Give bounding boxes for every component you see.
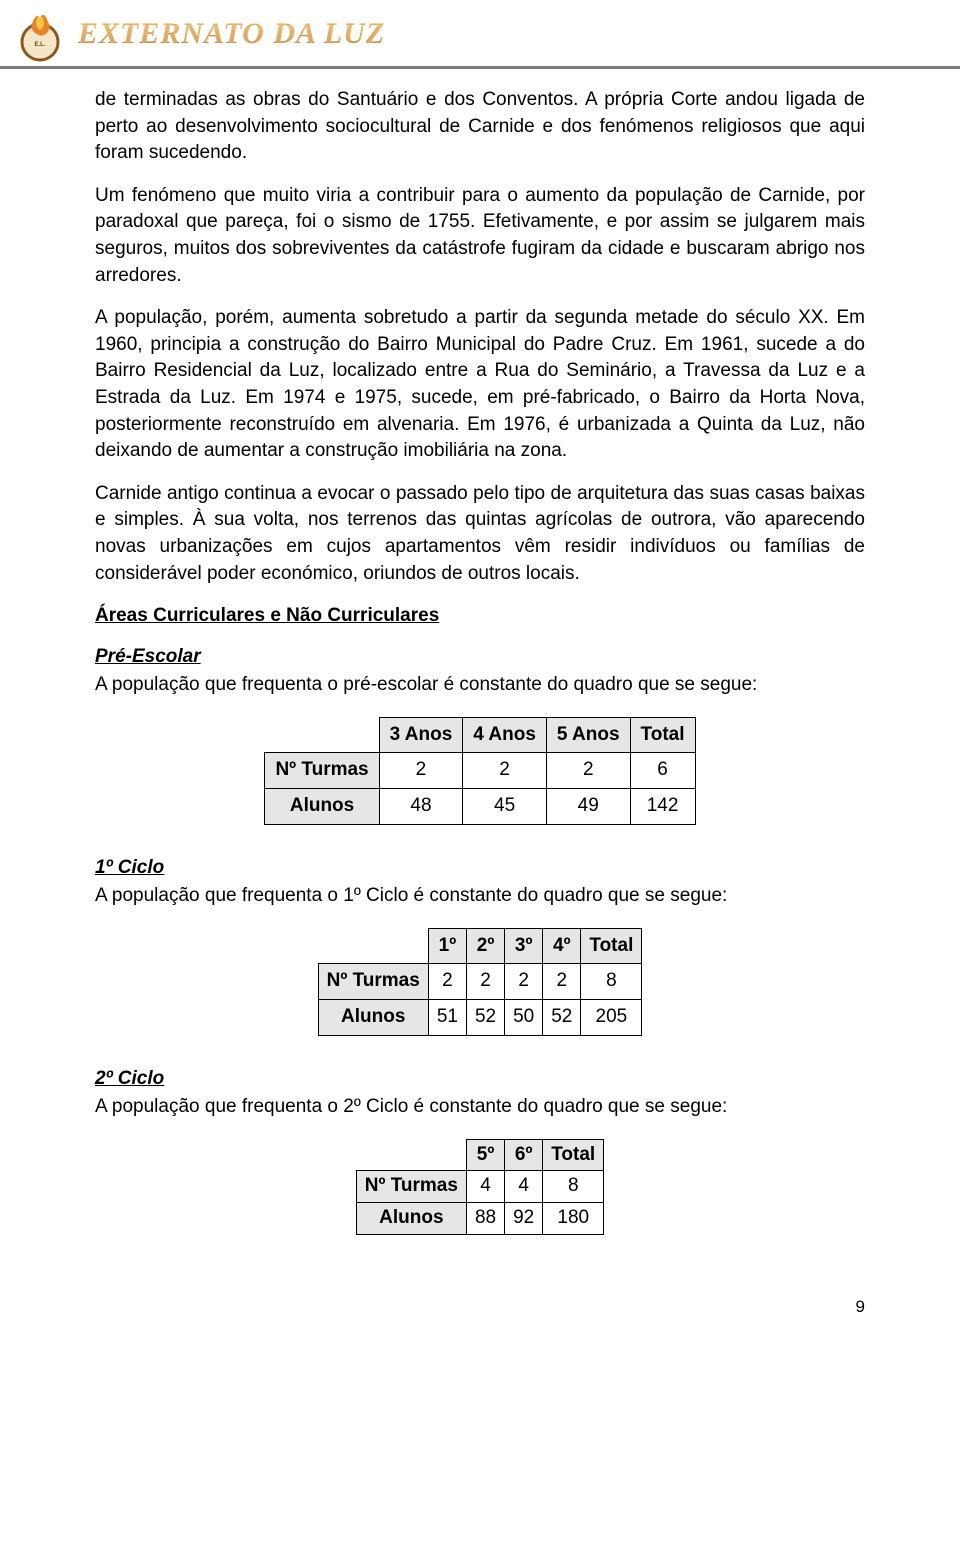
cell: 52 <box>466 1000 504 1036</box>
pre-escolar-intro: A população que frequenta o pré-escolar … <box>95 672 865 699</box>
ciclo1-intro: A população que frequenta o 1º Ciclo é c… <box>95 883 865 910</box>
cell: 45 <box>463 789 547 825</box>
ciclo1-table: 1º 2º 3º 4º Total Nº Turmas 2 2 2 2 8 Al… <box>318 928 643 1036</box>
cell: 4 <box>505 1171 543 1203</box>
col-header: 2º <box>466 928 504 964</box>
pre-escolar-title: Pré-Escolar <box>95 644 865 671</box>
cell: 2 <box>428 964 466 1000</box>
col-header: 4 Anos <box>463 717 547 753</box>
cell: 2 <box>379 753 463 789</box>
cell: 92 <box>505 1203 543 1235</box>
table-row: Nº Turmas 2 2 2 6 <box>265 753 695 789</box>
page-number: 9 <box>0 1265 960 1339</box>
table-row: Nº Turmas 2 2 2 2 8 <box>318 964 642 1000</box>
col-header: Total <box>630 717 695 753</box>
table-row: Nº Turmas 4 4 8 <box>356 1171 603 1203</box>
cell: 142 <box>630 789 695 825</box>
paragraph-3: A população, porém, aumenta sobretudo a … <box>95 305 865 465</box>
header-divider <box>0 66 960 69</box>
paragraph-4: Carnide antigo continua a evocar o passa… <box>95 481 865 587</box>
cell: 2 <box>546 753 630 789</box>
col-header: 4º <box>543 928 581 964</box>
page-header: E.L. EXTERNATO DA LUZ <box>0 0 960 66</box>
logo-icon: E.L. <box>10 4 70 64</box>
cell: 50 <box>505 1000 543 1036</box>
ciclo1-title: 1º Ciclo <box>95 855 865 882</box>
cell: 8 <box>543 1171 604 1203</box>
cell: 205 <box>581 1000 642 1036</box>
table-row: 1º 2º 3º 4º Total <box>318 928 642 964</box>
section-heading: Áreas Curriculares e Não Curriculares <box>95 603 865 630</box>
paragraph-1: de terminadas as obras do Santuário e do… <box>95 87 865 167</box>
ciclo2-intro: A população que frequenta o 2º Ciclo é c… <box>95 1094 865 1121</box>
pre-escolar-table: 3 Anos 4 Anos 5 Anos Total Nº Turmas 2 2… <box>264 717 695 825</box>
svg-text:E.L.: E.L. <box>34 42 45 48</box>
row-label: Alunos <box>265 789 379 825</box>
cell: 49 <box>546 789 630 825</box>
cell: 2 <box>463 753 547 789</box>
ciclo2-table: 5º 6º Total Nº Turmas 4 4 8 Alunos 88 92… <box>356 1139 604 1235</box>
cell: 8 <box>581 964 642 1000</box>
cell: 51 <box>428 1000 466 1036</box>
row-label: Nº Turmas <box>318 964 428 1000</box>
cell: 2 <box>466 964 504 1000</box>
cell: 4 <box>466 1171 504 1203</box>
ciclo2-title: 2º Ciclo <box>95 1066 865 1093</box>
row-label: Alunos <box>356 1203 466 1235</box>
table-row: Alunos 88 92 180 <box>356 1203 603 1235</box>
col-header: 1º <box>428 928 466 964</box>
banner-title: EXTERNATO DA LUZ <box>78 13 385 55</box>
row-label: Nº Turmas <box>265 753 379 789</box>
row-label: Alunos <box>318 1000 428 1036</box>
empty-cell <box>356 1139 466 1171</box>
cell: 2 <box>543 964 581 1000</box>
empty-cell <box>318 928 428 964</box>
cell: 52 <box>543 1000 581 1036</box>
col-header: Total <box>543 1139 604 1171</box>
empty-cell <box>265 717 379 753</box>
table-row: 3 Anos 4 Anos 5 Anos Total <box>265 717 695 753</box>
cell: 2 <box>505 964 543 1000</box>
col-header: 6º <box>505 1139 543 1171</box>
col-header: 3 Anos <box>379 717 463 753</box>
table-row: Alunos 51 52 50 52 205 <box>318 1000 642 1036</box>
cell: 6 <box>630 753 695 789</box>
table-row: Alunos 48 45 49 142 <box>265 789 695 825</box>
col-header: 3º <box>505 928 543 964</box>
col-header: 5º <box>466 1139 504 1171</box>
page-content: de terminadas as obras do Santuário e do… <box>0 87 960 1235</box>
col-header: Total <box>581 928 642 964</box>
cell: 88 <box>466 1203 504 1235</box>
cell: 180 <box>543 1203 604 1235</box>
col-header: 5 Anos <box>546 717 630 753</box>
row-label: Nº Turmas <box>356 1171 466 1203</box>
paragraph-2: Um fenómeno que muito viria a contribuir… <box>95 183 865 289</box>
cell: 48 <box>379 789 463 825</box>
table-row: 5º 6º Total <box>356 1139 603 1171</box>
